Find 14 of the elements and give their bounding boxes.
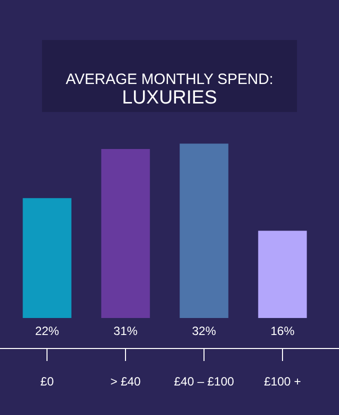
data-label: 32% — [192, 324, 216, 338]
data-label: 22% — [35, 324, 60, 338]
x-tick-label: £100 + — [264, 374, 302, 388]
data-label: 16% — [270, 324, 295, 338]
bar — [258, 230, 307, 318]
bar — [101, 149, 150, 318]
x-tick-label: £0 — [40, 374, 54, 388]
x-tick-label: > £40 — [110, 374, 142, 388]
bar — [180, 144, 228, 318]
bar — [22, 198, 72, 318]
data-label: 31% — [114, 324, 138, 338]
chart-subtitle: LUXURIES — [122, 88, 218, 108]
x-tick-label: £40 – £100 — [174, 374, 234, 388]
chart-title: AVERAGE MONTHLY SPEND: — [66, 71, 274, 88]
